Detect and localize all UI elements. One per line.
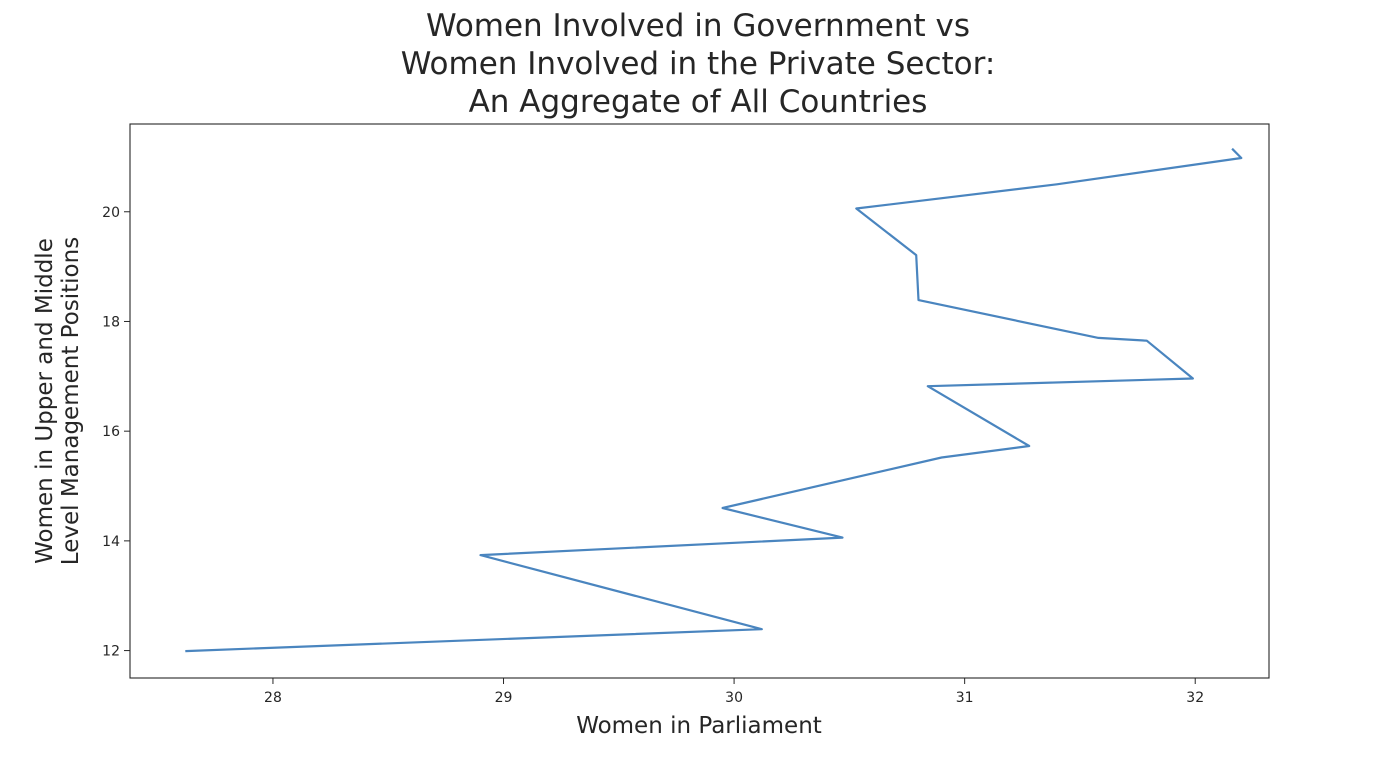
- series-layer: [185, 147, 1243, 653]
- y-axis-label: Women in Upper and Middle Level Manageme…: [32, 237, 84, 565]
- y-tick-label: 18: [102, 314, 120, 330]
- chart-title-line-1: Women Involved in Government vs: [426, 8, 970, 44]
- y-axis-ticks: 12 14 16 18 20: [102, 205, 130, 660]
- series-line-1: [185, 147, 1243, 653]
- x-axis-ticks: 28 29 30 31 32: [264, 678, 1204, 706]
- y-tick-label: 12: [102, 644, 120, 660]
- x-tick-label: 29: [495, 690, 513, 706]
- y-tick-label: 14: [102, 534, 120, 550]
- plot-area: [129, 123, 1270, 679]
- chart-title-line-3: An Aggregate of All Countries: [469, 84, 928, 120]
- x-tick-label: 28: [264, 690, 282, 706]
- x-tick-label: 30: [725, 690, 743, 706]
- y-tick-label: 16: [102, 424, 120, 440]
- x-tick-label: 31: [956, 690, 974, 706]
- y-axis-label-line-2: Level Management Positions: [58, 237, 84, 565]
- chart-title: Women Involved in Government vs Women In…: [401, 8, 996, 120]
- y-tick-label: 20: [102, 205, 120, 221]
- x-axis-label: Women in Parliament: [576, 713, 822, 739]
- y-axis-label-line-1: Women in Upper and Middle: [32, 238, 58, 564]
- x-tick-label: 32: [1186, 690, 1204, 706]
- chart-title-line-2: Women Involved in the Private Sector:: [401, 46, 996, 82]
